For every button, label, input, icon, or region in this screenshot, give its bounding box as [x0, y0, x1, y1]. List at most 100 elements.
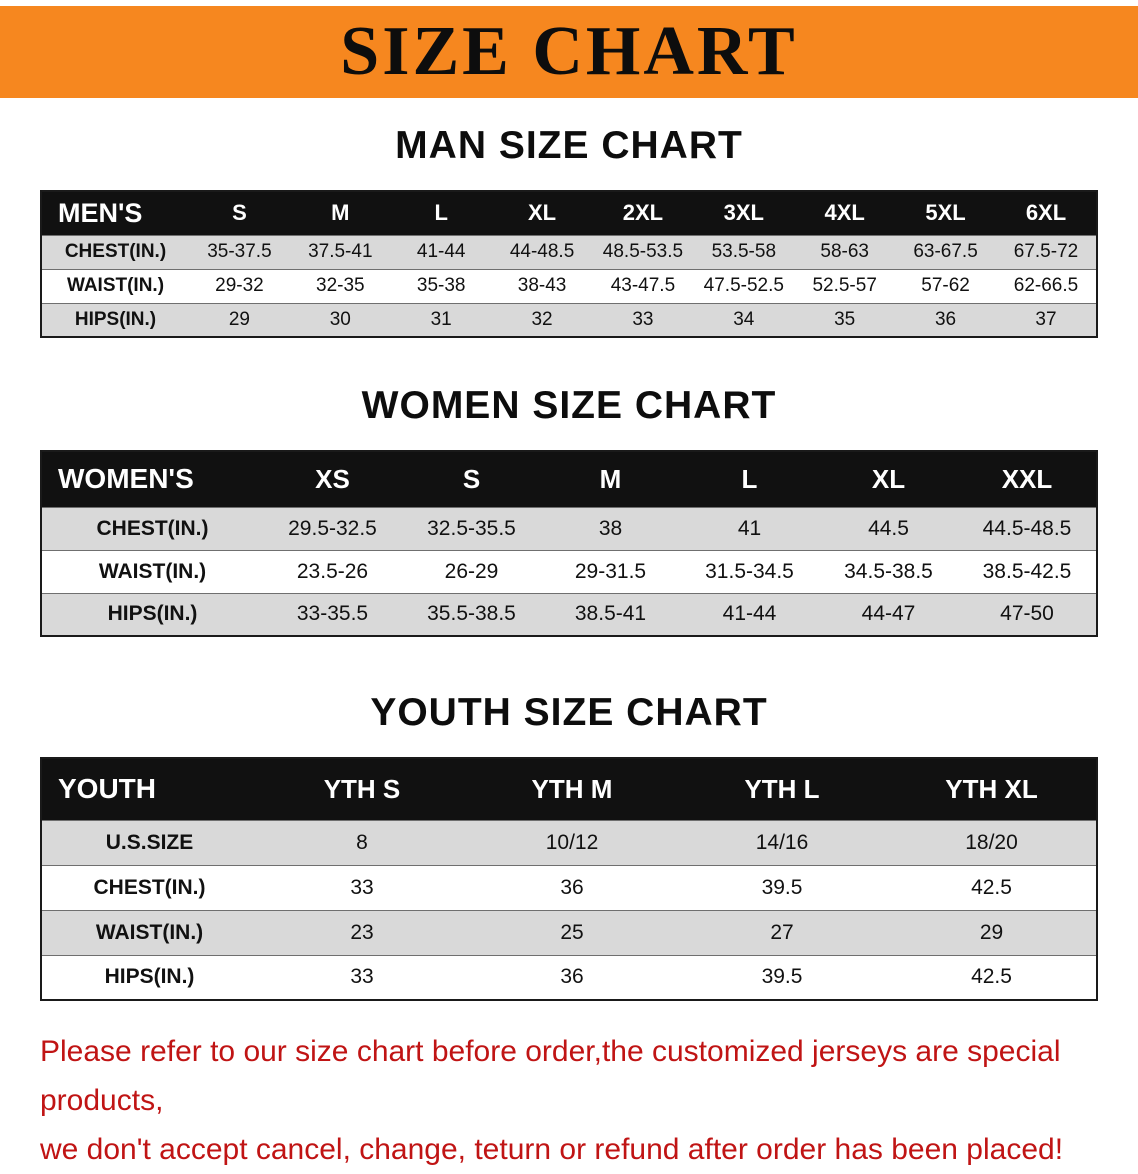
value-cell: 36 — [895, 302, 996, 337]
value-cell: 37.5-41 — [289, 234, 391, 269]
value-cell: 38.5-42.5 — [958, 549, 1097, 593]
value-cell: 29 — [887, 909, 1097, 955]
value-cell: 43-47.5 — [592, 268, 694, 303]
value-cell: 27 — [677, 909, 887, 955]
value-cell: 10/12 — [467, 819, 677, 865]
row-label-cell: WAIST(IN.) — [41, 909, 257, 955]
size-column-header: 5XL — [895, 191, 996, 235]
men-section-heading: MAN SIZE CHART — [395, 124, 743, 167]
women-section: WOMEN SIZE CHART WOMEN'S XS S M L XL XXL CHEST(… — [0, 384, 1138, 637]
footer-line-2: we don't accept cancel, change, teturn o… — [40, 1133, 1064, 1166]
value-cell: 41-44 — [680, 592, 819, 636]
value-cell: 30 — [289, 302, 391, 337]
value-cell: 44.5-48.5 — [958, 506, 1097, 550]
value-cell: 31.5-34.5 — [680, 549, 819, 593]
size-column-header: S — [402, 451, 541, 507]
value-cell: 41-44 — [390, 234, 492, 269]
value-cell: 62-66.5 — [996, 268, 1097, 303]
table-title-cell: MEN'S — [41, 191, 189, 235]
size-column-header: YTH L — [677, 758, 887, 820]
table-row: CHEST(IN.) 33 36 39.5 42.5 — [41, 864, 1097, 910]
value-cell: 26-29 — [402, 549, 541, 593]
value-cell: 42.5 — [887, 864, 1097, 910]
size-column-header: YTH M — [467, 758, 677, 820]
value-cell: 38 — [541, 506, 680, 550]
value-cell: 33 — [257, 864, 467, 910]
value-cell: 23 — [257, 909, 467, 955]
men-size-table: MEN'S S M L XL 2XL 3XL 4XL 5XL 6XL CHEST(IN.) 35-37… — [40, 190, 1098, 338]
value-cell: 58-63 — [794, 234, 896, 269]
footer-line-1: Please refer to our size chart before or… — [40, 1035, 1061, 1117]
value-cell: 42.5 — [887, 954, 1097, 1000]
value-cell: 18/20 — [887, 819, 1097, 865]
value-cell: 48.5-53.5 — [592, 234, 694, 269]
value-cell: 32 — [491, 302, 593, 337]
value-cell: 33 — [257, 954, 467, 1000]
size-column-header: M — [289, 191, 391, 235]
value-cell: 38.5-41 — [541, 592, 680, 636]
row-label-cell: U.S.SIZE — [41, 819, 257, 865]
value-cell: 29 — [189, 302, 290, 337]
value-cell: 25 — [467, 909, 677, 955]
value-cell: 41 — [680, 506, 819, 550]
table-header-row: WOMEN'S XS S M L XL XXL — [41, 451, 1097, 507]
value-cell: 47-50 — [958, 592, 1097, 636]
table-title-cell: WOMEN'S — [41, 451, 263, 507]
size-column-header: S — [189, 191, 290, 235]
women-section-heading: WOMEN SIZE CHART — [361, 384, 777, 427]
value-cell: 29-31.5 — [541, 549, 680, 593]
value-cell: 44-48.5 — [491, 234, 593, 269]
youth-section: YOUTH SIZE CHART YOUTH YTH S YTH M YTH L YTH… — [0, 691, 1138, 1001]
value-cell: 52.5-57 — [794, 268, 896, 303]
size-column-header: 2XL — [592, 191, 694, 235]
table-title-cell: YOUTH — [41, 758, 257, 820]
row-label-cell: HIPS(IN.) — [41, 302, 189, 337]
value-cell: 39.5 — [677, 954, 887, 1000]
size-column-header: XL — [819, 451, 958, 507]
women-size-table: WOMEN'S XS S M L XL XXL CHEST(IN.) 29.5-32.5 32.5… — [40, 450, 1098, 637]
value-cell: 53.5-58 — [693, 234, 795, 269]
youth-size-table: YOUTH YTH S YTH M YTH L YTH XL U.S.SIZE 8 10/12… — [40, 757, 1098, 1001]
table-row: WAIST(IN.) 23.5-26 26-29 29-31.5 31.5-34.5 34… — [41, 549, 1097, 593]
banner-title: SIZE CHART — [340, 13, 798, 90]
value-cell: 32-35 — [289, 268, 391, 303]
footer-disclaimer: Please refer to our size chart before or… — [40, 1027, 1100, 1174]
table-row: WAIST(IN.) 29-32 32-35 35-38 38-43 43-47.5 47.… — [41, 268, 1097, 303]
value-cell: 38-43 — [491, 268, 593, 303]
value-cell: 67.5-72 — [996, 234, 1097, 269]
value-cell: 35.5-38.5 — [402, 592, 541, 636]
table-row: WAIST(IN.) 23 25 27 29 — [41, 909, 1097, 955]
value-cell: 57-62 — [895, 268, 996, 303]
row-label-cell: HIPS(IN.) — [41, 592, 263, 636]
table-header-row: YOUTH YTH S YTH M YTH L YTH XL — [41, 758, 1097, 820]
table-header-row: MEN'S S M L XL 2XL 3XL 4XL 5XL 6XL — [41, 191, 1097, 235]
value-cell: 39.5 — [677, 864, 887, 910]
size-column-header: 3XL — [693, 191, 795, 235]
size-column-header: XXL — [958, 451, 1097, 507]
value-cell: 32.5-35.5 — [402, 506, 541, 550]
row-label-cell: HIPS(IN.) — [41, 954, 257, 1000]
size-column-header: 6XL — [996, 191, 1097, 235]
value-cell: 63-67.5 — [895, 234, 996, 269]
size-chart-banner: SIZE CHART — [0, 6, 1138, 98]
size-column-header: XL — [491, 191, 593, 235]
value-cell: 35 — [794, 302, 896, 337]
value-cell: 36 — [467, 954, 677, 1000]
value-cell: 33 — [592, 302, 694, 337]
table-row: HIPS(IN.) 29 30 31 32 33 34 35 36 37 — [41, 302, 1097, 337]
table-row: HIPS(IN.) 33-35.5 35.5-38.5 38.5-41 41-44 44-… — [41, 592, 1097, 636]
size-column-header: M — [541, 451, 680, 507]
value-cell: 34.5-38.5 — [819, 549, 958, 593]
row-label-cell: CHEST(IN.) — [41, 234, 189, 269]
size-column-header: 4XL — [794, 191, 896, 235]
value-cell: 44-47 — [819, 592, 958, 636]
table-row: U.S.SIZE 8 10/12 14/16 18/20 — [41, 819, 1097, 865]
row-label-cell: WAIST(IN.) — [41, 268, 189, 303]
table-row: HIPS(IN.) 33 36 39.5 42.5 — [41, 954, 1097, 1000]
size-column-header: YTH XL — [887, 758, 1097, 820]
row-label-cell: CHEST(IN.) — [41, 864, 257, 910]
value-cell: 34 — [693, 302, 795, 337]
value-cell: 29-32 — [189, 268, 290, 303]
value-cell: 31 — [390, 302, 492, 337]
value-cell: 33-35.5 — [263, 592, 402, 636]
